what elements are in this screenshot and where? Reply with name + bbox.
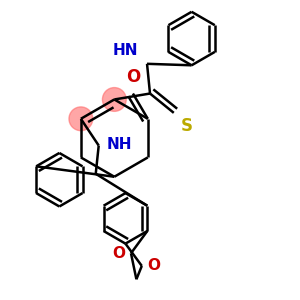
Text: O: O — [148, 258, 161, 273]
Circle shape — [69, 107, 93, 131]
Text: S: S — [181, 117, 193, 135]
Text: O: O — [126, 68, 140, 86]
Text: O: O — [112, 246, 125, 261]
Circle shape — [102, 88, 126, 111]
Text: HN: HN — [112, 44, 138, 59]
Text: NH: NH — [106, 136, 132, 152]
